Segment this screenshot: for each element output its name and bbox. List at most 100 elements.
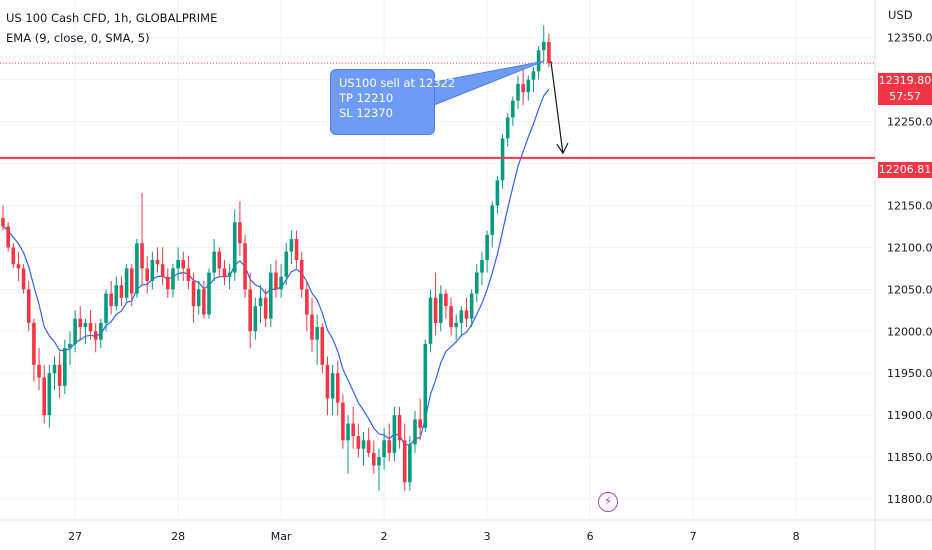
candle-body xyxy=(372,452,376,466)
candle-body xyxy=(279,276,283,290)
price-tick-label: 11950.00 xyxy=(887,367,932,380)
candle-body xyxy=(42,377,46,416)
candle-body xyxy=(356,436,361,449)
candle-body xyxy=(413,419,417,445)
candle-body xyxy=(238,222,242,244)
candle-body xyxy=(335,373,340,403)
candle-body xyxy=(495,180,500,206)
candle-body xyxy=(284,251,289,277)
candle-body xyxy=(485,234,489,260)
candle-body xyxy=(315,327,319,340)
candle-body xyxy=(63,348,67,386)
candle-body xyxy=(217,251,222,269)
candle-body xyxy=(428,297,433,344)
candle-body xyxy=(83,322,88,328)
target-arrow xyxy=(550,61,569,155)
candle-body xyxy=(243,243,247,290)
candle-body xyxy=(258,297,263,307)
arrow-shaft xyxy=(550,61,564,154)
candle-body xyxy=(444,293,448,307)
horizontal-line-tag: 12206.81 xyxy=(878,162,932,178)
candle-body xyxy=(135,243,139,294)
candle-body xyxy=(377,457,381,466)
candle-body xyxy=(449,306,453,328)
candle-body xyxy=(21,268,26,290)
candle-body xyxy=(531,71,536,80)
candle-body xyxy=(511,100,515,118)
candle-body xyxy=(47,373,52,416)
candle-body xyxy=(320,327,325,365)
candle-body xyxy=(392,415,397,453)
candle-body xyxy=(382,440,386,458)
candle-body xyxy=(402,440,407,483)
current-price-tag: 12319.80 xyxy=(878,73,932,89)
candle-body xyxy=(99,322,103,340)
candle-body xyxy=(150,260,155,281)
price-tick-label: 12350.00 xyxy=(887,32,932,45)
candle-body xyxy=(438,293,443,323)
price-tick-label: 12250.00 xyxy=(887,116,932,129)
candle-body xyxy=(480,260,484,273)
candle-body xyxy=(186,268,191,281)
note-line-tp: TP 12210 xyxy=(339,91,394,105)
candle-body xyxy=(222,268,227,277)
candle-body xyxy=(541,41,546,51)
candle-body xyxy=(310,314,314,340)
indicator-title[interactable]: EMA (9, close, 0, SMA, 5) xyxy=(6,31,150,45)
candle-body xyxy=(464,310,469,319)
price-tick-label: 11850.00 xyxy=(887,451,932,464)
candle-body xyxy=(351,423,355,437)
candle-body xyxy=(408,444,412,483)
candle-body xyxy=(191,280,196,307)
candle-body xyxy=(119,285,124,298)
candle-body xyxy=(294,239,299,260)
candle-body xyxy=(16,264,21,269)
candle-body xyxy=(124,268,129,298)
candle-body xyxy=(181,260,186,269)
candle-body xyxy=(469,293,474,319)
candle-body xyxy=(521,83,525,93)
candle-body xyxy=(68,343,72,349)
candle-body xyxy=(93,331,98,340)
price-axis: 12350.00 12250.00 12150.00 12100.00 12050.00… xyxy=(887,32,932,506)
candle-body xyxy=(114,285,119,307)
candle-body xyxy=(459,310,464,323)
price-tick-label: 11900.00 xyxy=(887,409,932,422)
candle-body xyxy=(171,268,175,290)
candle-body xyxy=(160,264,165,277)
currency-label: USD xyxy=(888,8,913,22)
candle-body xyxy=(547,41,551,64)
candle-body xyxy=(212,251,216,273)
price-tick-label: 12100.00 xyxy=(887,241,932,254)
time-tick-label: 8 xyxy=(793,530,800,543)
candle-body xyxy=(454,322,458,328)
chart-legend: US 100 Cash CFD, 1h, GLOBALPRIME EMA (9,… xyxy=(6,8,217,48)
candle-body xyxy=(263,297,268,319)
trade-note[interactable]: US100 sell at 12322 TP 12210 SL 12370 xyxy=(330,69,455,135)
time-tick-label: 3 xyxy=(484,530,491,543)
time-tick-label: 6 xyxy=(587,530,594,543)
candle-body xyxy=(397,415,402,441)
candle-body xyxy=(57,364,62,386)
lightning-bolt-icon[interactable]: ⚡ xyxy=(598,492,618,512)
candle-body xyxy=(490,205,495,235)
candle-body xyxy=(346,423,350,441)
candle-body xyxy=(155,260,160,265)
candle-body xyxy=(104,293,108,323)
symbol-title[interactable]: US 100 Cash CFD, 1h, GLOBALPRIME xyxy=(6,11,218,25)
candle-body xyxy=(516,83,520,101)
candle-body xyxy=(52,364,57,374)
candle-body xyxy=(330,373,335,399)
candle-body xyxy=(196,289,201,307)
candle-body xyxy=(11,247,16,265)
price-tick-label: 11800.00 xyxy=(887,493,932,506)
time-tick-label: 2 xyxy=(381,530,388,543)
note-line-sl: SL 12370 xyxy=(339,106,393,120)
candle-body xyxy=(289,239,294,252)
candle-body xyxy=(145,268,149,281)
price-tick-label: 12000.00 xyxy=(887,325,932,338)
candle-body xyxy=(418,419,422,428)
candles xyxy=(1,25,551,491)
candle-body xyxy=(387,440,392,453)
